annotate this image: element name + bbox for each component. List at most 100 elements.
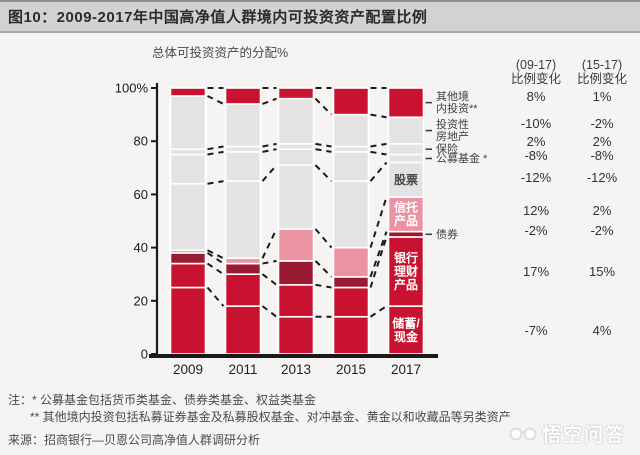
trend-dash-line [369,236,388,288]
trend-dash-line [315,148,332,153]
y-tick-label: 80 [134,134,148,149]
watermark-wukong: 悟空问答 [509,420,626,447]
trend-dash-line [207,145,224,151]
trend-dash-line [206,252,225,265]
change-table-header-1517-period: (15-17) [581,58,623,72]
trend-dash-line [262,97,277,105]
change-0917-other-domestic: 8% [526,89,546,104]
trend-dash-line [370,150,387,156]
change-1517-bonds: -2% [590,223,614,238]
bar-segment [277,284,315,318]
trend-dash-line [207,95,224,105]
segment-outside-label: 内投资** [436,101,478,115]
segment-outside-label: 其他境 [436,89,469,103]
segment-inbar-label: 股票 [394,172,418,187]
trend-dash-line [369,231,388,278]
figure-title-bar: 图10：2009-2017年中国高净值人群境内可投资资产配置比例 [0,0,640,33]
bar-segment [387,87,425,119]
watermark-text: 悟空问答 [541,425,626,446]
change-table-header-0917: (09-17) 比例变化 [500,58,572,86]
trend-dash-line [261,305,278,318]
bar-segment [169,87,207,97]
y-tick-label: 100% [115,81,149,96]
trend-dash-line [314,97,333,116]
change-table-header-0917-period: (09-17) [515,58,557,72]
segment-outside-label: 投资性 [436,117,469,131]
y-tick-label: 40 [134,240,148,255]
x-tick-label: 2015 [336,362,366,377]
change-1517-trust-products: 2% [592,203,612,218]
bar-segment [332,113,370,148]
stacked-bar-chart: 100% 80 60 40 20 0 2009 2011 2013 2015 2017 储蓄/现金 银行… [115,81,488,378]
y-tick-label: 20 [134,293,148,308]
segment-inbar-label: 现金 [394,329,419,344]
segment-outside-label: 房地产 [436,129,469,143]
trend-dash-line [206,262,225,276]
bar-segment [387,161,425,198]
change-0917-savings-cash: -7% [524,323,548,338]
change-0917-bonds: -2% [524,223,548,238]
trend-dash-line [315,283,332,289]
trend-dash-line [262,148,277,153]
bar-segment [169,286,207,355]
bar-segment [332,180,370,249]
bar-segment [224,87,262,105]
bar-segment [224,103,262,148]
trend-dash-line [207,180,224,185]
trend-dash-line [369,305,388,318]
bar-segment [277,228,315,262]
bar-segment [332,276,370,289]
trend-dash-line [261,164,278,182]
bar-segment [169,252,207,265]
change-1517-stocks: -12% [586,170,618,185]
change-0917-trust-products: 12% [522,203,550,218]
change-0917-real-estate: -10% [520,116,552,131]
trend-dash-line [314,260,333,278]
segment-inbar-label: 信托 [394,200,418,215]
change-1517-insurance: 2% [592,134,612,149]
bar-segment [224,305,262,355]
source-line: 来源：招商银行—贝恩公司高净值人群调研分析 [8,433,261,447]
change-1517-real-estate: -2% [590,116,614,131]
segment-inbar-label: 储蓄/ [392,315,420,330]
y-tick-label: 0 [141,347,148,362]
figure-title: 图10：2009-2017年中国高净值人群境内可投资资产配置比例 [8,9,428,26]
trend-dash-line [314,164,333,182]
segment-inbar-label: 理财 [394,264,418,279]
bar-segment [332,246,370,278]
bar-segment [387,196,425,233]
bar-segment [277,315,315,355]
bar-segment [169,153,207,185]
footnotes: 注：* 公募基金包括货币类基金、债券类基金、权益类基金 ** 其他境内投资包括私… [8,392,568,426]
bar-segment [332,315,370,355]
x-tick-label: 2009 [173,362,203,377]
bar-segment [169,95,207,150]
bar-segment [387,153,425,164]
bar-segment [277,260,315,286]
footnote-prefix: 注： [8,393,33,407]
trend-dash-line [314,228,333,249]
bar-segment [277,97,315,145]
bar-segment [224,262,262,275]
segment-outside-label: 保险 [436,142,458,156]
x-tick-label: 2011 [228,362,257,377]
glasses-icon [509,427,537,441]
change-1517-other-domestic: 1% [592,89,612,104]
segment-outside-label: 公募基金 * [436,151,488,165]
trend-dash-line [370,113,387,119]
bar-segment [169,182,207,252]
bar-segment [277,164,315,230]
trend-dash-line [369,161,388,182]
bar-segment [277,148,315,166]
segment-inbar-label: 银行 [394,250,418,265]
trend-dash-line [370,142,387,148]
change-0917-bank-wm: 17% [522,264,550,279]
trend-dash-line [207,249,224,260]
segment-inbar-label: 产品 [394,277,418,292]
change-0917-public-funds: -8% [524,148,548,163]
trend-dash-line [206,286,225,307]
change-1517-bank-wm: 15% [588,264,616,279]
change-1517-public-funds: -8% [590,148,614,163]
trend-dash-line [262,142,277,148]
x-tick-label: 2017 [391,362,421,377]
